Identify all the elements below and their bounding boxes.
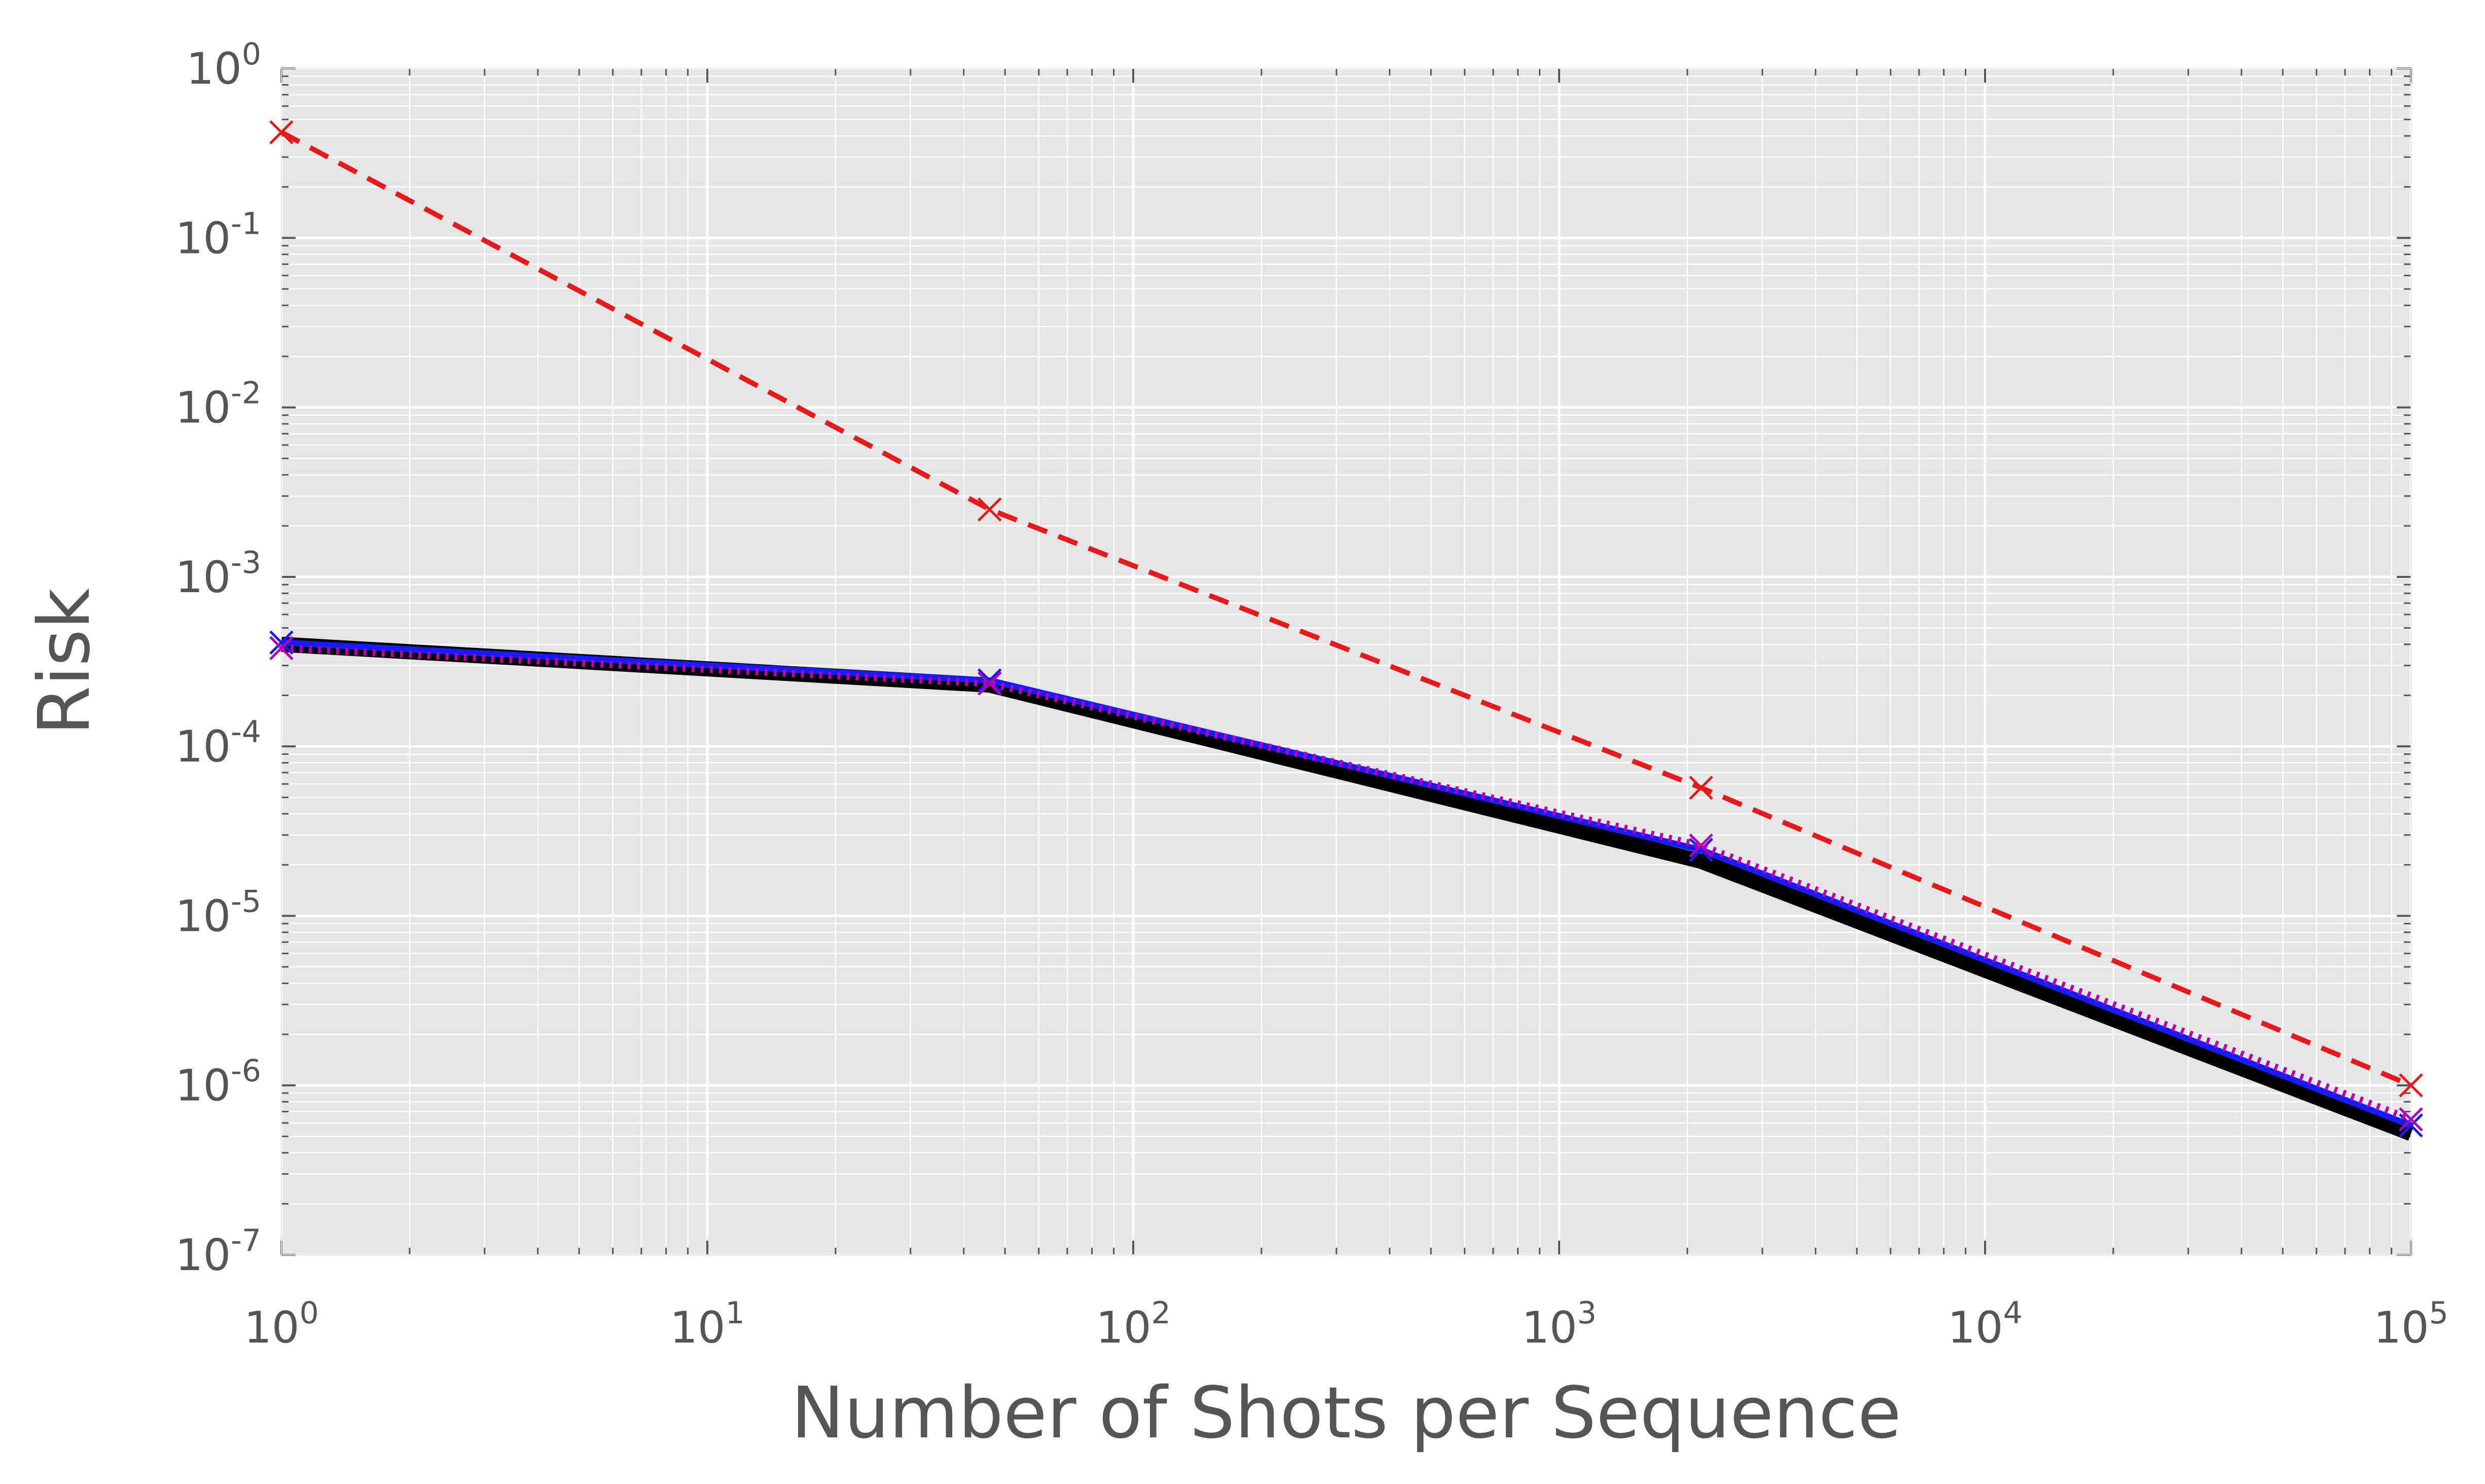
y-axis-title: Risk (23, 588, 106, 735)
y-tick-label: 10-4 (175, 714, 261, 772)
y-tick-base: 10 (175, 213, 231, 264)
x-tick-base: 10 (1096, 1302, 1151, 1353)
y-tick-base: 10 (186, 44, 241, 94)
series-lines (269, 120, 2423, 1141)
x-tick-exponent: 3 (1577, 1295, 1597, 1331)
x-tick-base: 10 (2373, 1302, 2429, 1353)
x-tick-exponent: 4 (2003, 1295, 2023, 1331)
x-tick-exponent: 1 (726, 1295, 745, 1331)
series-0-marker (977, 497, 1002, 522)
y-tick-label: 10-6 (175, 1054, 261, 1111)
axis-ticks (280, 67, 2412, 1256)
y-tick-label: 100 (186, 37, 261, 94)
x-tick-label: 101 (670, 1295, 745, 1353)
y-tick-exponent: -6 (231, 1054, 261, 1089)
series-0-marker (2399, 1073, 2423, 1098)
x-tick-exponent: 0 (300, 1295, 319, 1331)
x-tick-label: 100 (244, 1295, 319, 1353)
y-tick-label: 10-1 (175, 206, 261, 264)
series-3-marker (269, 636, 294, 661)
series-2-line (281, 639, 2412, 1129)
y-tick-base: 10 (175, 1061, 231, 1111)
series-3-line (281, 644, 2412, 1123)
series-0-marker (269, 120, 294, 144)
series-2-marker (977, 668, 1002, 693)
x-tick-labels: 100 101 102 103 104 105 (244, 1295, 2448, 1353)
y-tick-exponent: -4 (231, 714, 261, 750)
x-tick-exponent: 5 (2429, 1295, 2448, 1331)
y-tick-exponent: -7 (231, 1223, 261, 1258)
plot-frame (281, 68, 2411, 1255)
series-0-line (280, 130, 2412, 1088)
x-tick-label: 103 (1522, 1295, 1597, 1353)
x-tick-label: 104 (1948, 1295, 2023, 1353)
series-3-marker (977, 671, 1002, 696)
y-tick-base: 10 (175, 721, 231, 772)
y-tick-base: 10 (175, 1230, 231, 1281)
y-tick-base: 10 (175, 891, 231, 942)
series-3-marker (2399, 1107, 2423, 1132)
y-tick-exponent: -3 (231, 545, 261, 581)
series-1-line (281, 636, 2414, 1141)
y-tick-label: 10-5 (175, 884, 261, 942)
y-tick-base: 10 (175, 552, 231, 603)
y-tick-label: 10-3 (175, 545, 261, 603)
x-tick-label: 105 (2373, 1295, 2448, 1353)
y-tick-label: 10-2 (175, 376, 261, 433)
x-tick-label: 102 (1096, 1295, 1171, 1353)
series-0-marker (1689, 775, 1713, 800)
series-2-marker (269, 630, 294, 655)
x-axis-title: Number of Shots per Sequence (791, 1372, 1901, 1455)
y-tick-exponent: -2 (231, 376, 261, 411)
series-2-marker (1689, 838, 1713, 862)
series-3-marker (1689, 833, 1713, 858)
x-tick-base: 10 (670, 1302, 725, 1353)
y-tick-exponent: -5 (231, 884, 261, 919)
x-tick-exponent: 2 (1151, 1295, 1171, 1331)
y-tick-label: 10-7 (175, 1223, 261, 1281)
x-tick-base: 10 (244, 1302, 299, 1353)
y-tick-exponent: 0 (242, 37, 261, 72)
y-tick-exponent: -1 (231, 206, 261, 241)
x-tick-base: 10 (1948, 1302, 2003, 1353)
y-tick-base: 10 (175, 383, 231, 433)
x-tick-base: 10 (1522, 1302, 1577, 1353)
